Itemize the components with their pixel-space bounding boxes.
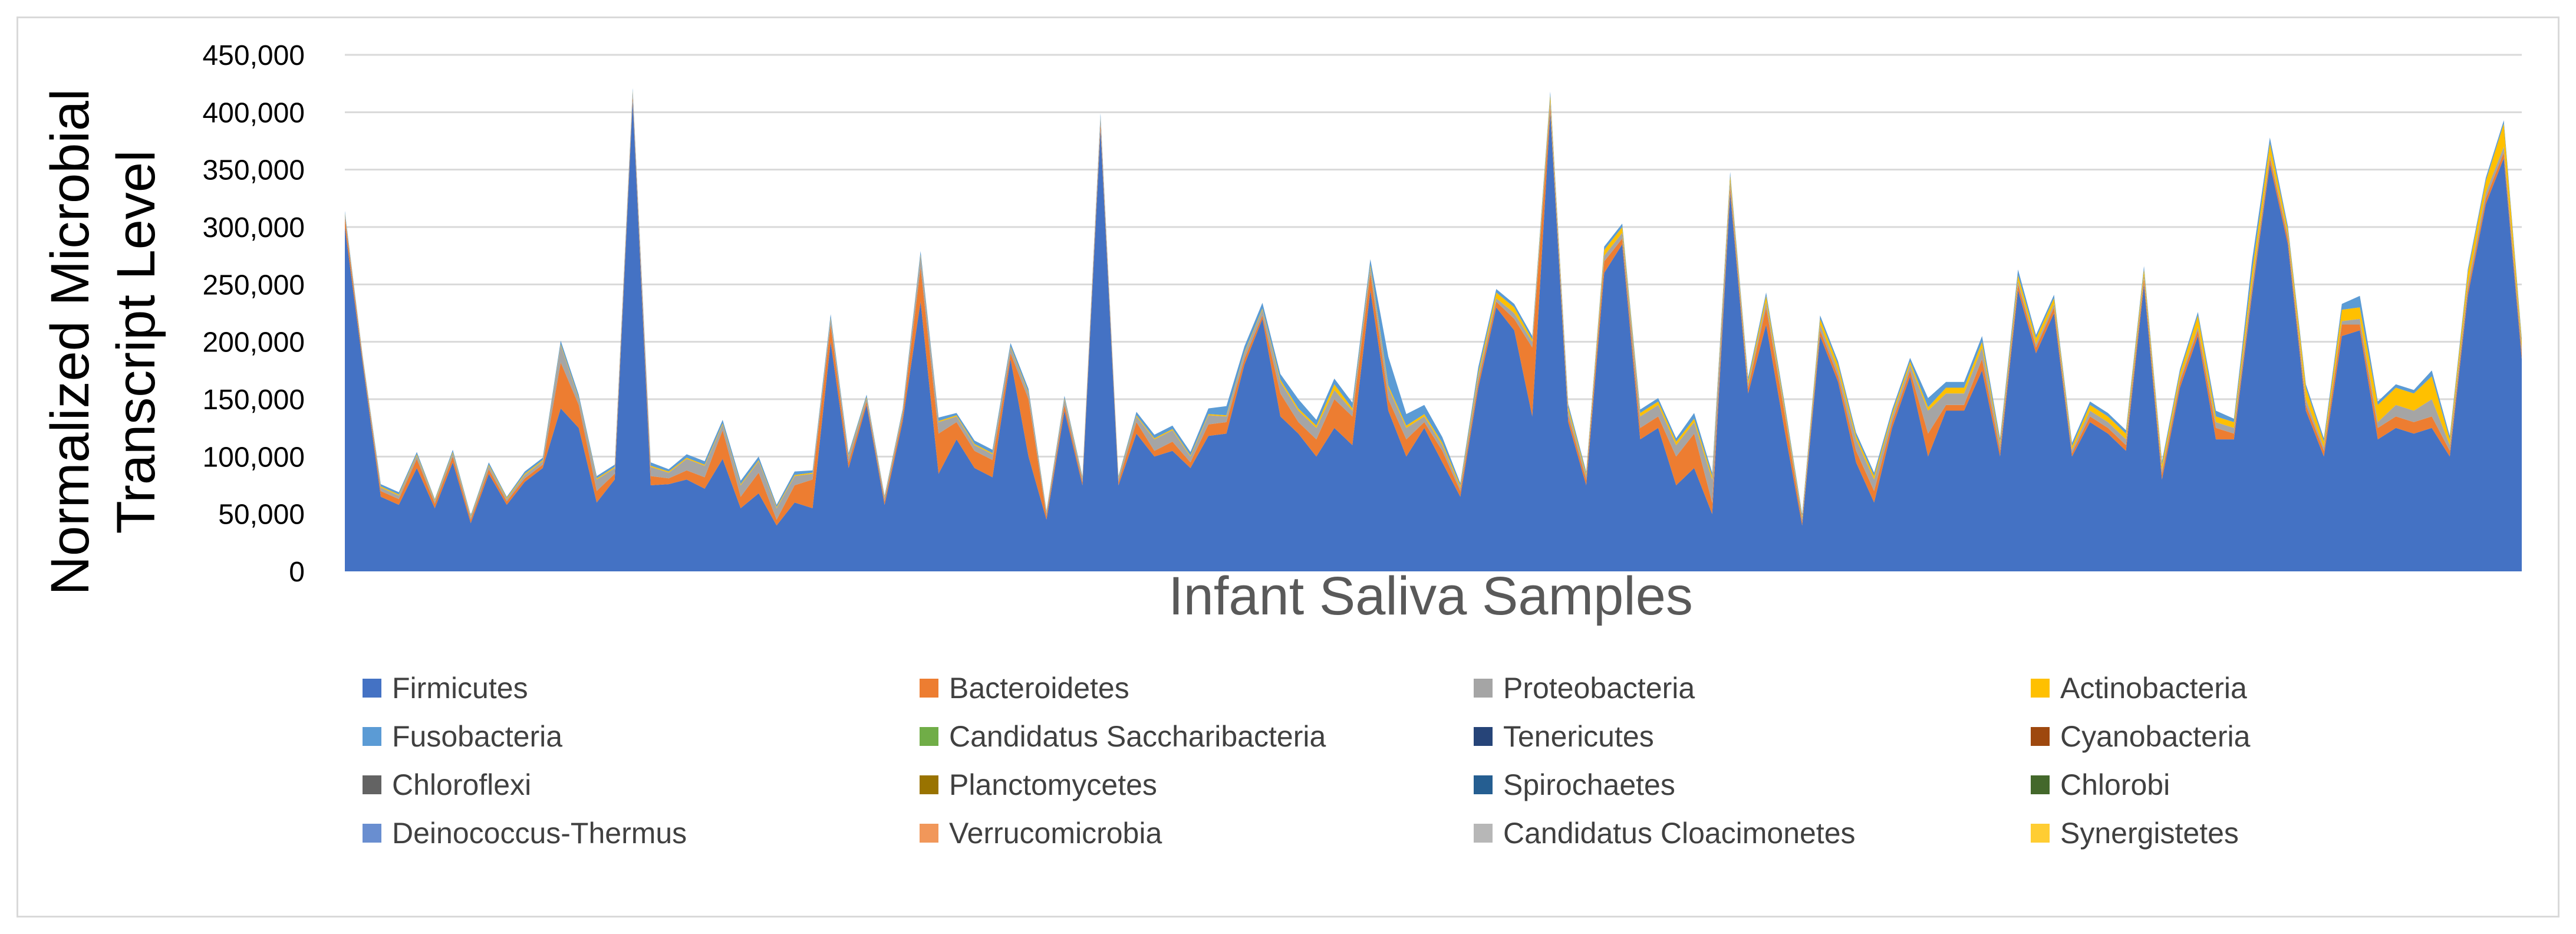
area-series-firmicutes bbox=[345, 100, 2522, 571]
legend-label: Deinococcus-Thermus bbox=[392, 817, 687, 850]
legend-label: Proteobacteria bbox=[1503, 672, 1695, 705]
legend-item-proteobacteria: Proteobacteria bbox=[1474, 672, 1695, 705]
legend-swatch bbox=[363, 775, 381, 794]
legend-item-tenericutes: Tenericutes bbox=[1474, 720, 1654, 753]
x-axis-title: Infant Saliva Samples bbox=[1168, 566, 1693, 626]
legend-item-candidatus-saccharibacteria: Candidatus Saccharibacteria bbox=[920, 720, 1326, 753]
y-tick-label: 350,000 bbox=[202, 155, 305, 186]
legend-swatch bbox=[2031, 679, 2050, 698]
y-tick-label: 200,000 bbox=[202, 327, 305, 359]
legend-item-deinococcus-thermus: Deinococcus-Thermus bbox=[363, 817, 687, 850]
legend-item-cyanobacteria: Cyanobacteria bbox=[2031, 720, 2251, 753]
y-axis-ticks: 0 50,000 100,000 150,000 200,000 250,000 300,0… bbox=[202, 40, 305, 588]
y-tick-label: 300,000 bbox=[202, 212, 305, 244]
legend-swatch bbox=[920, 727, 938, 746]
legend-label: Fusobacteria bbox=[392, 720, 562, 753]
y-tick-label: 400,000 bbox=[202, 97, 305, 129]
legend-label: Candidatus Saccharibacteria bbox=[949, 720, 1326, 753]
legend-item-firmicutes: Firmicutes bbox=[363, 672, 528, 705]
legend-item-candidatus-cloacimonetes: Candidatus Cloacimonetes bbox=[1474, 817, 1856, 850]
legend-label: Verrucomicrobia bbox=[949, 817, 1162, 850]
legend-label: Candidatus Cloacimonetes bbox=[1503, 817, 1856, 850]
legend-item-bacteroidetes: Bacteroidetes bbox=[920, 672, 1129, 705]
legend-item-planctomycetes: Planctomycetes bbox=[920, 768, 1157, 801]
legend-item-synergistetes: Synergistetes bbox=[2031, 817, 2239, 850]
legend-swatch bbox=[2031, 775, 2050, 794]
legend-swatch bbox=[363, 824, 381, 843]
plot-areas bbox=[345, 88, 2522, 571]
legend-item-chloroflexi: Chloroflexi bbox=[363, 768, 531, 801]
legend-swatch bbox=[2031, 727, 2050, 746]
legend-label: Cyanobacteria bbox=[2060, 720, 2251, 753]
legend-swatch bbox=[1474, 727, 1493, 746]
legend-label: Actinobacteria bbox=[2060, 672, 2247, 705]
y-tick-label: 150,000 bbox=[202, 384, 305, 416]
legend-swatch bbox=[1474, 824, 1493, 843]
legend-swatch bbox=[2031, 824, 2050, 843]
y-tick-label: 450,000 bbox=[202, 40, 305, 71]
legend-label: Firmicutes bbox=[392, 672, 528, 705]
y-tick-label: 250,000 bbox=[202, 269, 305, 301]
legend-label: Tenericutes bbox=[1503, 720, 1654, 753]
y-tick-label: 0 bbox=[289, 557, 305, 588]
legend-swatch bbox=[1474, 775, 1493, 794]
legend-label: Planctomycetes bbox=[949, 768, 1157, 801]
y-tick-label: 50,000 bbox=[218, 499, 305, 531]
legend-label: Chloroflexi bbox=[392, 768, 531, 801]
legend-item-verrucomicrobia: Verrucomicrobia bbox=[920, 817, 1162, 850]
legend-item-actinobacteria: Actinobacteria bbox=[2031, 672, 2247, 705]
legend-label: Chlorobi bbox=[2060, 768, 2170, 801]
legend-label: Spirochaetes bbox=[1503, 768, 1675, 801]
y-axis-title-line-1: Normalized Microbial bbox=[40, 89, 100, 596]
legend: Firmicutes Bacteroidetes Proteobacteria Act… bbox=[363, 672, 2251, 850]
area-series-proteobacteria bbox=[345, 91, 2522, 522]
legend-swatch bbox=[920, 775, 938, 794]
y-axis-title-line-2: Transcript Level bbox=[106, 150, 166, 534]
legend-swatch bbox=[920, 679, 938, 698]
area-series-bacteroidetes bbox=[345, 97, 2522, 526]
legend-swatch bbox=[1474, 679, 1493, 698]
legend-swatch bbox=[363, 679, 381, 698]
legend-label: Bacteroidetes bbox=[949, 672, 1129, 705]
legend-swatch bbox=[920, 824, 938, 843]
legend-label: Synergistetes bbox=[2060, 817, 2239, 850]
legend-item-chlorobi: Chlorobi bbox=[2031, 768, 2170, 801]
legend-item-spirochaetes: Spirochaetes bbox=[1474, 768, 1675, 801]
legend-swatch bbox=[363, 727, 381, 746]
legend-item-fusobacteria: Fusobacteria bbox=[363, 720, 562, 753]
y-tick-label: 100,000 bbox=[202, 442, 305, 473]
